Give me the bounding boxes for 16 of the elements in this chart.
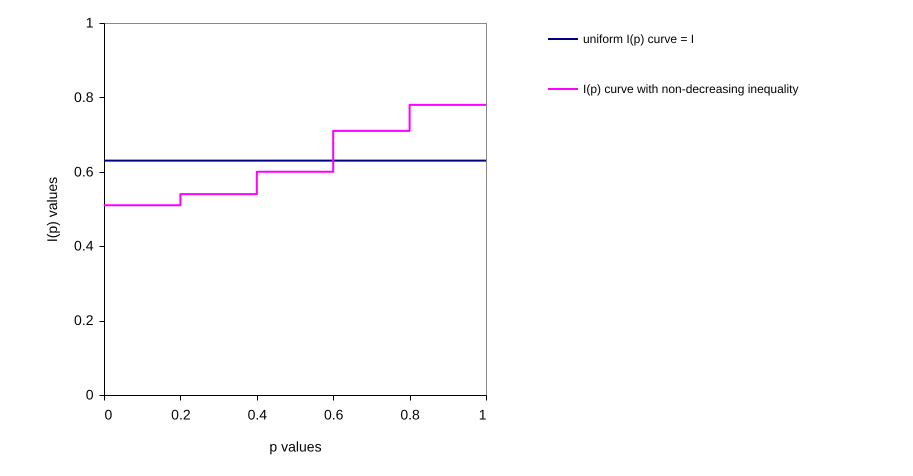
x-tick-label: 0 (104, 406, 112, 422)
x-tick-label: 0.8 (400, 406, 420, 422)
legend-label: I(p) curve with non-decreasing inequality (583, 82, 798, 96)
x-tick-label: 0.2 (171, 406, 191, 422)
legend-label: uniform I(p) curve = I (583, 32, 694, 46)
x-tick-label: 0.4 (248, 406, 268, 422)
y-tick-label: 0 (86, 386, 94, 402)
y-tick-label: 0.8 (74, 88, 94, 105)
y-tick-label: 0.6 (74, 163, 94, 180)
y-tick-label: 0.2 (74, 312, 94, 328)
y-axis-title: I(p) values (44, 176, 60, 242)
x-axis-title: p values (269, 438, 322, 454)
x-tick-label: 1 (478, 406, 487, 422)
y-tick-label: 0.4 (74, 238, 94, 254)
x-tick-label: 0.6 (324, 406, 344, 422)
y-tick-label: 1 (86, 14, 94, 30)
